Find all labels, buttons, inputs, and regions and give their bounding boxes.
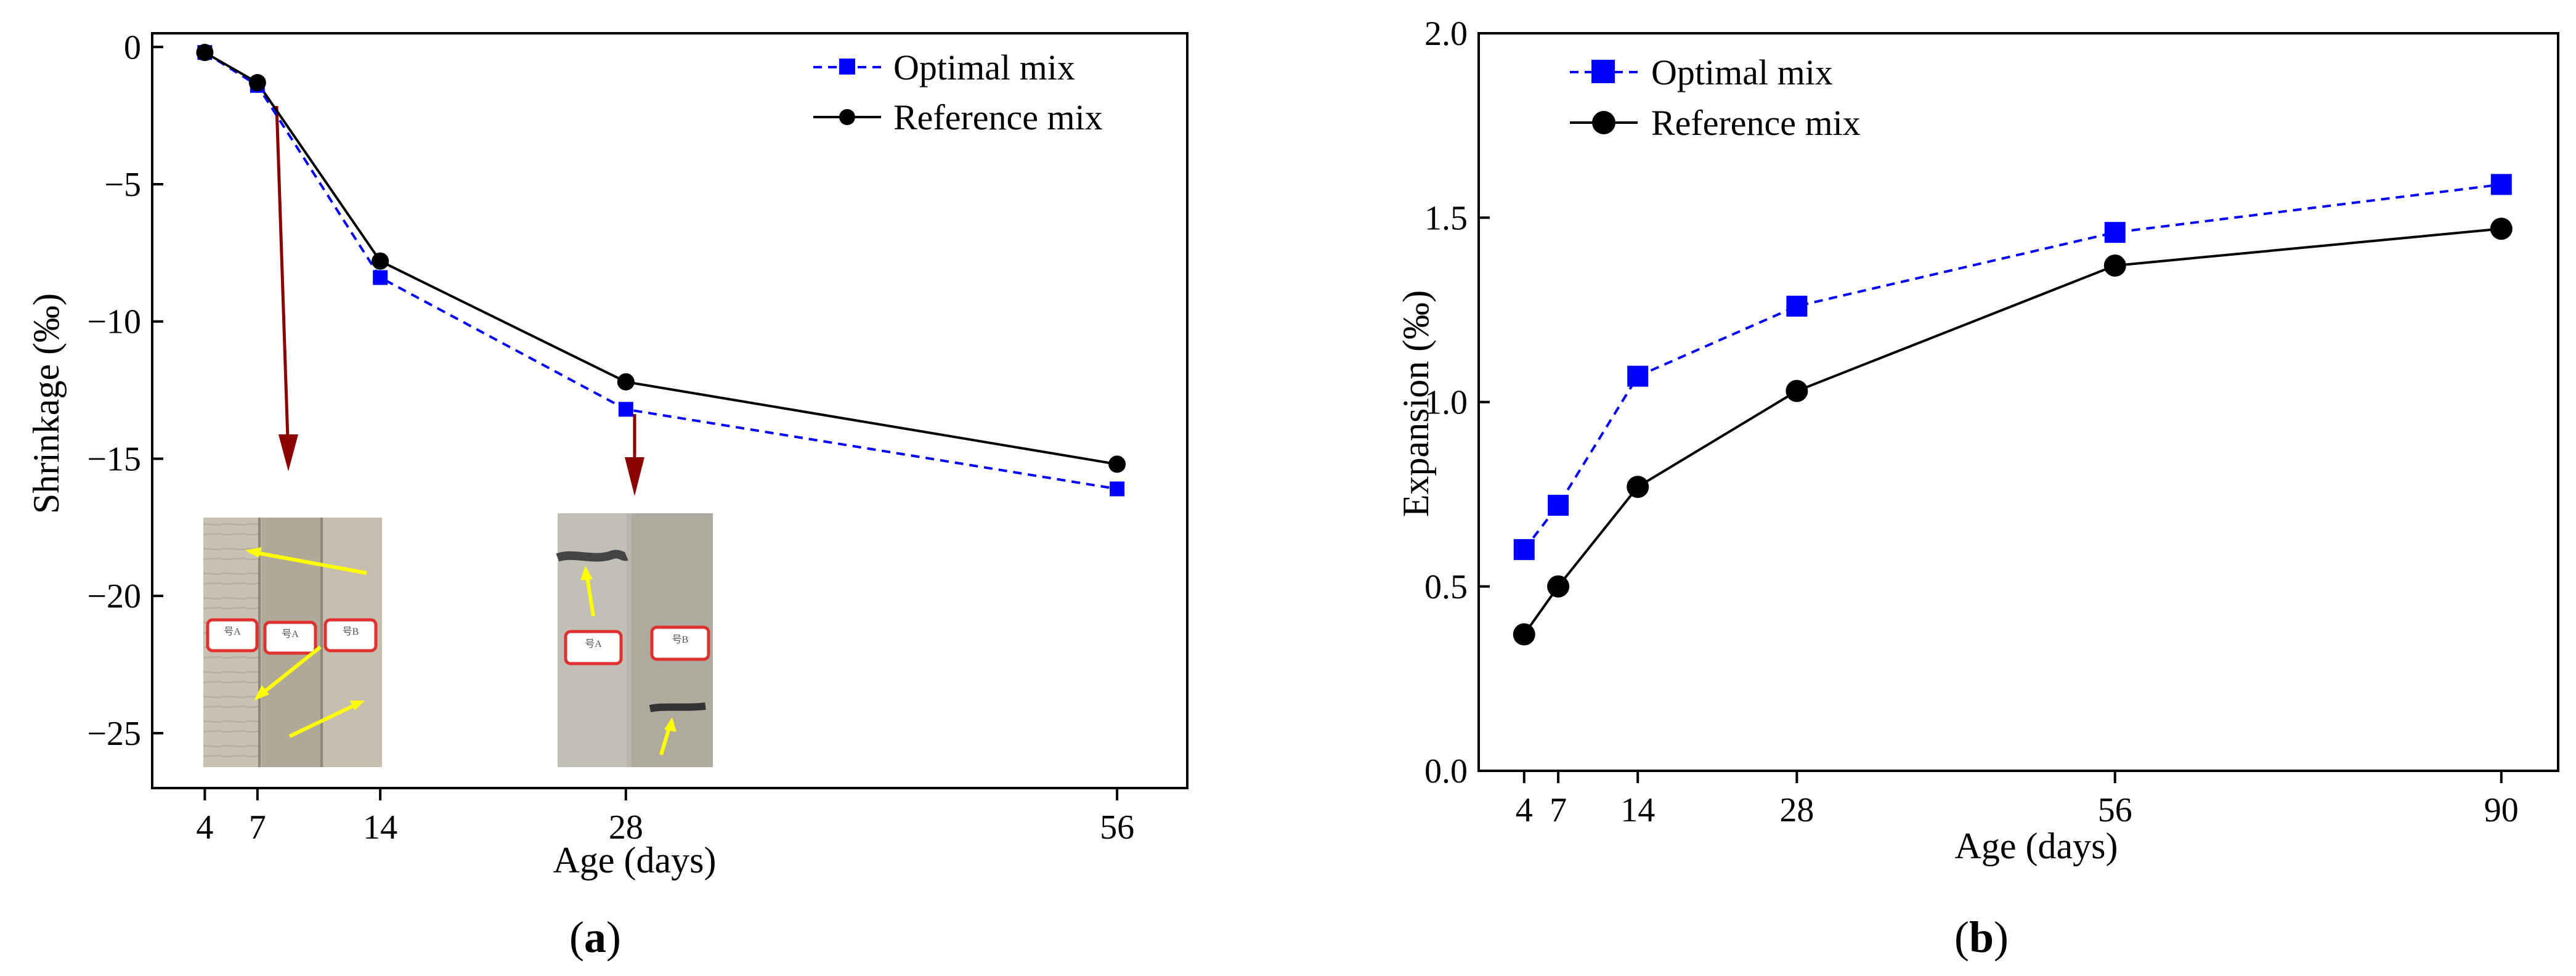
- y-tick-label: 0.0: [1424, 752, 1468, 791]
- x-tick-label: 28: [609, 808, 643, 847]
- data-point-reference: [1108, 455, 1126, 473]
- panel-a-series: [196, 44, 1126, 497]
- x-tick-label: 90: [2484, 791, 2519, 829]
- x-tick-label: 28: [1779, 791, 1814, 829]
- data-point-optimal: [1627, 365, 1649, 387]
- data-point-reference: [1547, 575, 1570, 598]
- data-point-optimal: [618, 402, 633, 417]
- photo-label-1: 号A: [224, 626, 241, 637]
- data-point-reference: [1627, 476, 1649, 498]
- y-tick-label: 1.5: [1424, 199, 1468, 237]
- y-tick-label: 1.0: [1424, 384, 1468, 422]
- x-tick-label: 56: [2098, 791, 2132, 829]
- data-point-optimal: [1786, 295, 1808, 317]
- x-tick-label: 4: [1516, 791, 1533, 829]
- x-tick-label: 14: [1620, 791, 1655, 829]
- panel-b-x-axis: 4 7 14 28 56 90: [1516, 771, 2519, 829]
- data-point-reference: [248, 74, 266, 92]
- data-point-reference: [2490, 218, 2513, 240]
- y-tick-label: −25: [87, 715, 141, 753]
- y-tick-label: 2.0: [1424, 15, 1468, 53]
- panel-a-y-axis: 0 −5 −10 −15 −20 −25: [87, 28, 163, 753]
- panel-a-legend-reference: Reference mix: [893, 97, 1103, 137]
- panel-a-chart: 0 −5 −10 −15 −20 −25 4 7 14 28 56 Shrinkage (‰) A…: [26, 28, 1188, 962]
- panel-a-x-axis: 4 7 14 28 56: [196, 788, 1134, 847]
- y-tick-label: 0: [124, 28, 141, 67]
- panel-a-plot-frame: [151, 32, 1188, 789]
- panel-b-series: [1513, 174, 2513, 646]
- photo-label-3: 号B: [343, 626, 359, 637]
- panel-b-chart: 0.0 0.5 1.0 1.5 2.0 4 7 14 28 56 90 Expansion (‰)…: [1396, 15, 2559, 962]
- y-tick-label: −10: [87, 303, 141, 341]
- x-tick-label: 7: [249, 808, 266, 847]
- panel-b-y-axis-title: Expansion (‰): [1396, 290, 1436, 517]
- data-point-reference: [196, 44, 214, 62]
- panel-a-x-axis-title: Age (days): [553, 840, 717, 880]
- legend-marker-reference: [1592, 111, 1615, 134]
- panel-b-legend: Optimal mix Reference mix: [1570, 52, 1861, 143]
- panel-a-annotation-arrows: [275, 105, 644, 496]
- data-point-reference: [1513, 623, 1535, 646]
- series-line-optimal: [1523, 183, 2502, 551]
- legend-marker-optimal: [1591, 60, 1615, 83]
- legend-marker-reference: [839, 109, 855, 125]
- panel-a-y-axis-title: Shrinkage (‰): [26, 293, 67, 514]
- panel-b-label: (b): [1954, 913, 2009, 962]
- panel-b-plot-frame: [1477, 32, 2559, 772]
- data-point-optimal: [373, 270, 388, 285]
- y-tick-label: 0.5: [1424, 568, 1468, 606]
- photo-label-4: 号A: [585, 638, 602, 649]
- data-point-optimal: [1548, 495, 1569, 516]
- series-line-reference: [1523, 227, 2501, 635]
- photo-label-2: 号A: [282, 628, 299, 640]
- panel-a-specimen-photo-28d: 号A 号B: [556, 513, 713, 767]
- panel-a-legend: Optimal mix Reference mix: [813, 47, 1103, 137]
- panel-b-x-axis-title: Age (days): [1955, 826, 2118, 866]
- x-tick-label: 7: [1550, 791, 1567, 829]
- y-tick-label: −20: [87, 577, 141, 616]
- data-point-reference: [617, 373, 635, 391]
- y-tick-label: −5: [104, 166, 141, 204]
- data-point-optimal: [2104, 222, 2126, 243]
- data-point-reference: [2103, 254, 2126, 277]
- panel-a-label: (a): [569, 913, 621, 962]
- data-point-reference: [372, 252, 389, 270]
- data-point-reference: [1786, 380, 1808, 402]
- panel-a-letter: a: [584, 913, 606, 962]
- data-point-optimal: [2490, 174, 2512, 195]
- data-point-optimal: [1513, 539, 1535, 560]
- data-point-optimal: [1110, 481, 1125, 497]
- x-tick-label: 4: [196, 808, 213, 847]
- photo-label-5: 号B: [672, 634, 689, 645]
- legend-marker-optimal: [839, 59, 855, 75]
- panel-a-specimen-photo-7d: 号A 号A 号B: [203, 518, 382, 767]
- panel-b-letter: b: [1969, 913, 1994, 962]
- x-tick-label: 56: [1100, 808, 1134, 847]
- x-tick-label: 14: [363, 808, 397, 847]
- panel-b-legend-optimal: Optimal mix: [1651, 52, 1833, 92]
- panel-b-y-axis: 0.0 0.5 1.0 1.5 2.0: [1424, 15, 1490, 791]
- panel-b-legend-reference: Reference mix: [1651, 103, 1861, 143]
- y-tick-label: −15: [87, 440, 141, 478]
- panel-a-legend-optimal: Optimal mix: [893, 47, 1075, 87]
